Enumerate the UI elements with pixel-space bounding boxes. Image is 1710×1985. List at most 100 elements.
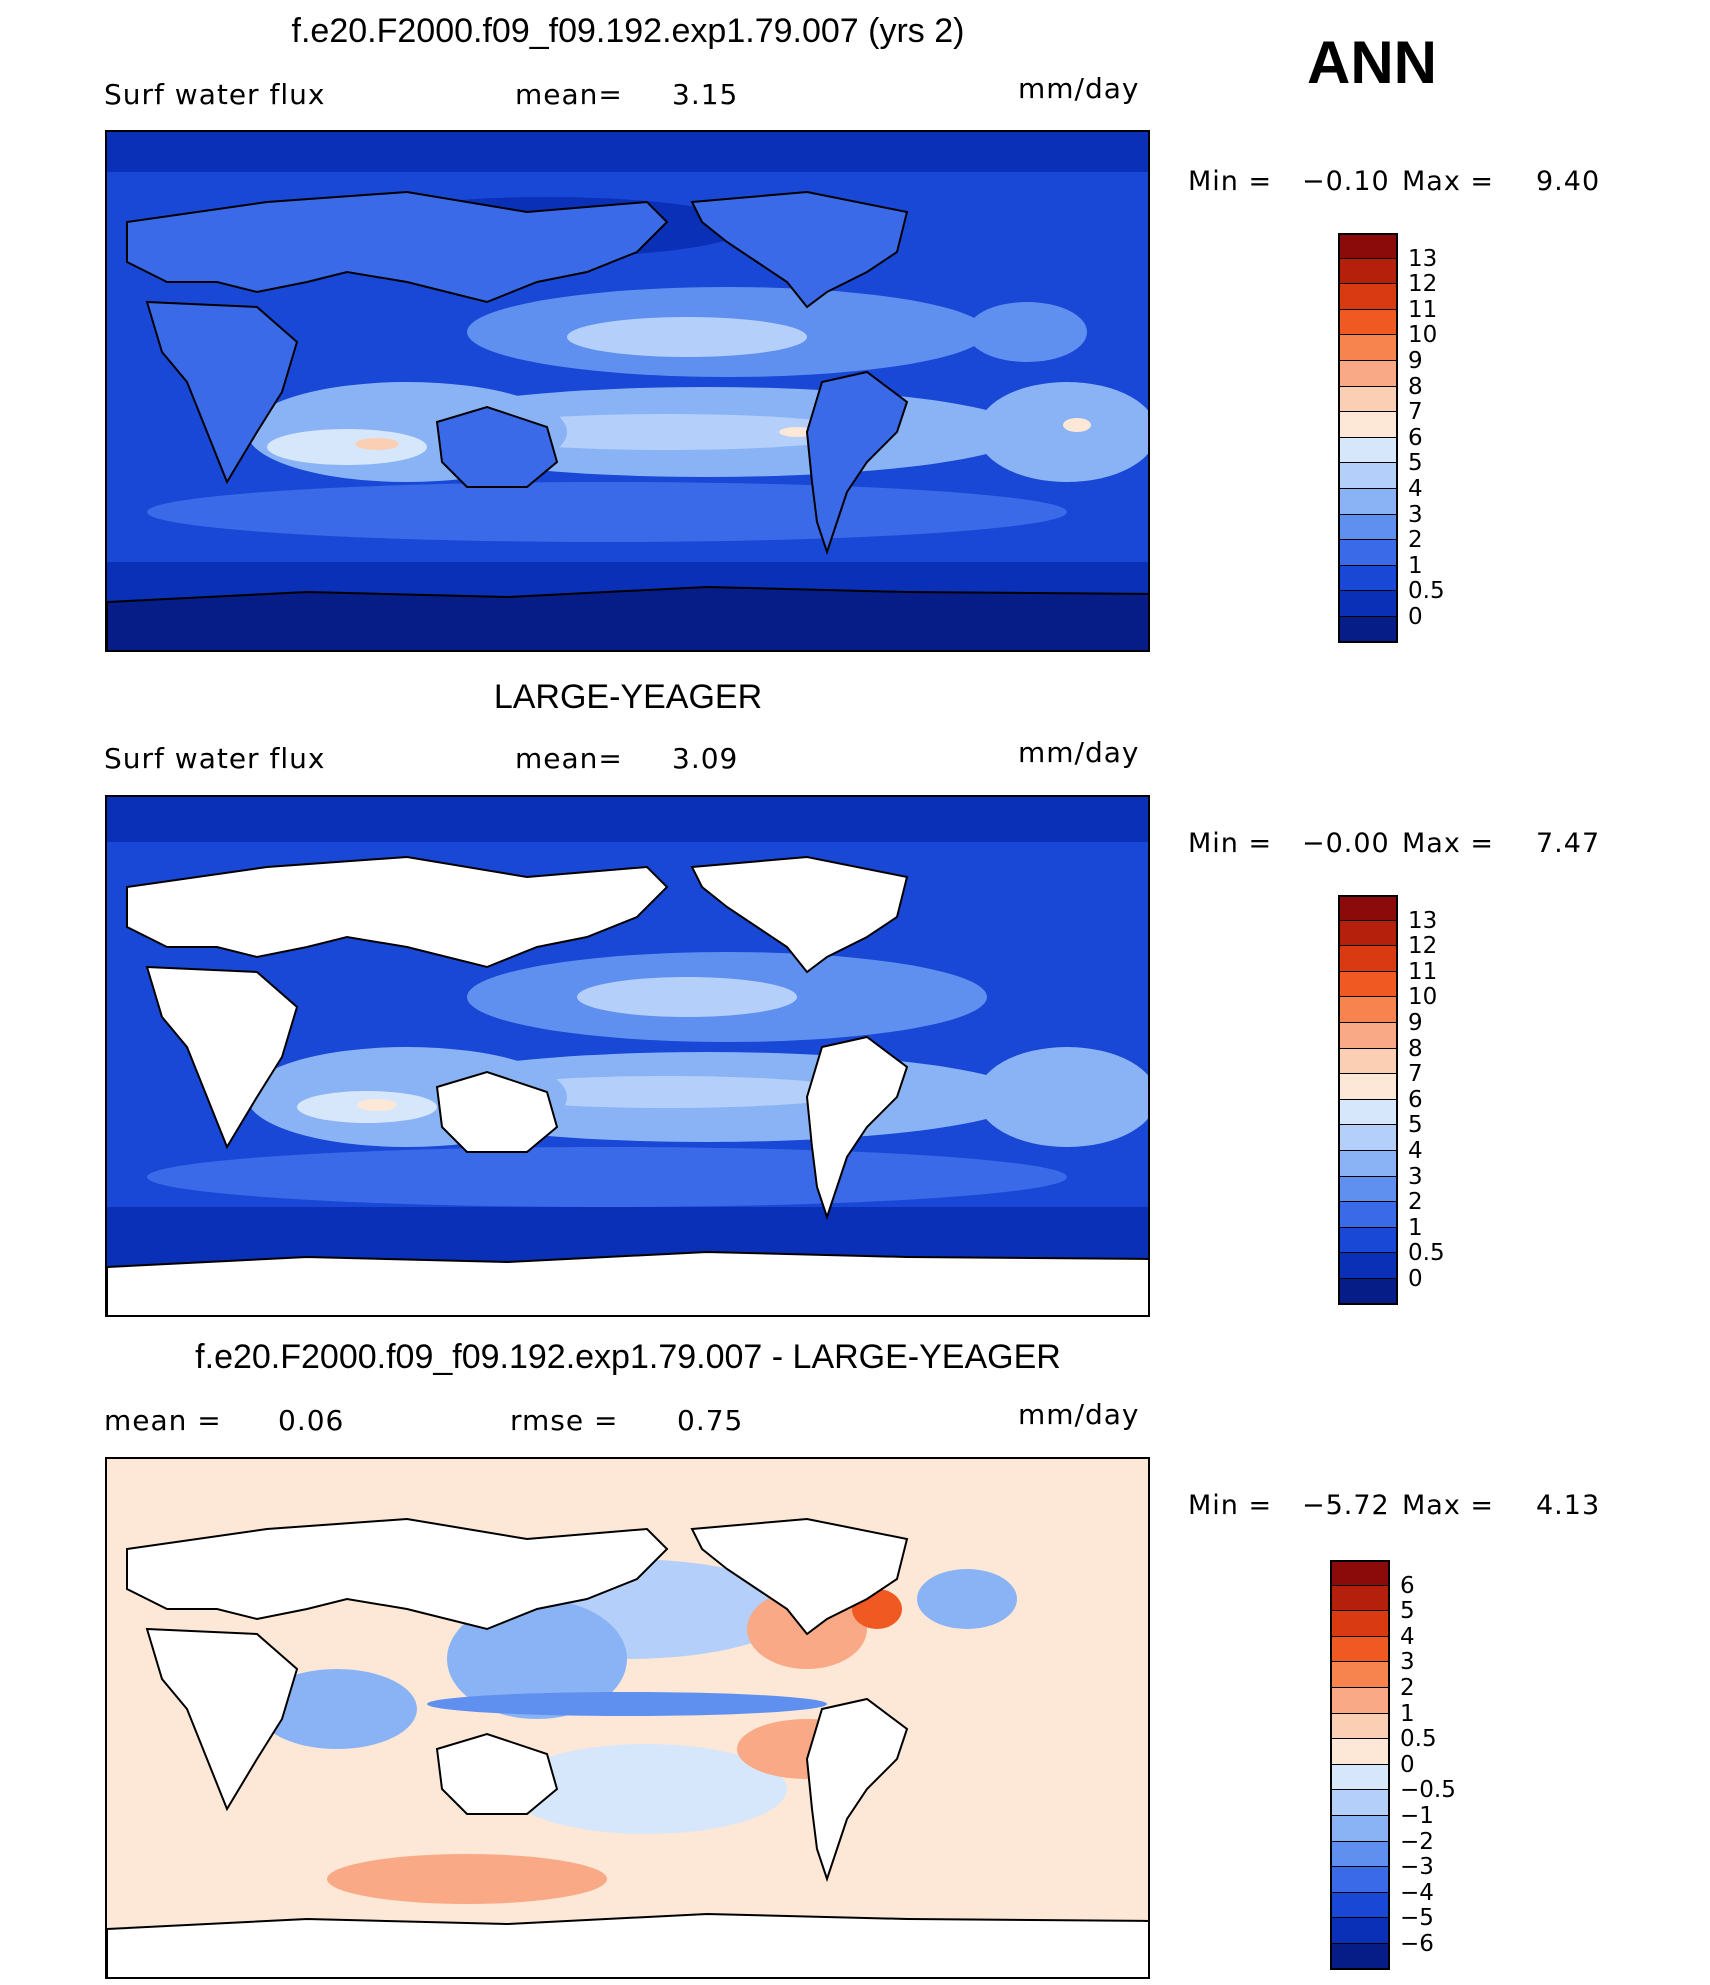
colorbar-swatch bbox=[1330, 1585, 1390, 1612]
panel-3-units: mm/day bbox=[1018, 1398, 1140, 1431]
panel-1-min-label: Min = bbox=[1188, 166, 1273, 197]
colorbar-tick-label: 2 bbox=[1408, 1189, 1423, 1216]
colorbar-swatch bbox=[1338, 412, 1398, 438]
colorbar-swatch bbox=[1338, 335, 1398, 361]
colorbar-swatch bbox=[1330, 1739, 1390, 1765]
panel-3-mean-label: mean = bbox=[104, 1404, 222, 1437]
panel-2-max-label: Max = bbox=[1402, 828, 1495, 859]
colorbar-swatch bbox=[1338, 437, 1398, 464]
colorbar-swatch bbox=[1330, 1611, 1390, 1637]
colorbar-swatch bbox=[1338, 1202, 1398, 1228]
colorbar-tick-label: −5 bbox=[1400, 1905, 1434, 1932]
season-label: ANN bbox=[1307, 29, 1437, 96]
colorbar-tick-label: 1 bbox=[1408, 552, 1423, 579]
panel-2-max-value: 7.47 bbox=[1536, 828, 1601, 859]
colorbar-tick-label: 4 bbox=[1408, 1138, 1423, 1164]
colorbar-tick-label: 0 bbox=[1400, 1751, 1415, 1778]
colorbar-swatch bbox=[1338, 1099, 1398, 1126]
colorbar-swatch bbox=[1338, 233, 1398, 259]
colorbar-swatch bbox=[1338, 386, 1398, 413]
colorbar-swatch bbox=[1330, 1867, 1390, 1893]
panel-3-map bbox=[105, 1457, 1150, 1979]
colorbar-tick-label: 8 bbox=[1408, 373, 1423, 400]
colorbar-tick-label: 5 bbox=[1408, 1112, 1423, 1139]
colorbar-tick-label: −0.5 bbox=[1400, 1777, 1456, 1804]
colorbar-swatch bbox=[1330, 1764, 1390, 1791]
colorbar-tick-label: 6 bbox=[1408, 1086, 1423, 1113]
colorbar-swatch bbox=[1338, 540, 1398, 566]
colorbar-swatch bbox=[1338, 997, 1398, 1023]
colorbar-tick-label: 10 bbox=[1408, 984, 1438, 1011]
panel-3-max-label: Max = bbox=[1402, 1490, 1495, 1521]
colorbar-tick-label: 5 bbox=[1408, 450, 1423, 477]
colorbar-tick-label: 3 bbox=[1408, 1163, 1423, 1190]
panel-2-units: mm/day bbox=[1018, 736, 1140, 769]
colorbar-swatch bbox=[1330, 1816, 1390, 1842]
colorbar-swatch bbox=[1330, 1892, 1390, 1919]
panel-2-min-value: −0.00 bbox=[1302, 828, 1390, 859]
colorbar-swatch bbox=[1338, 1125, 1398, 1151]
colorbar-swatch bbox=[1338, 1253, 1398, 1279]
colorbar-swatch bbox=[1338, 463, 1398, 489]
panel-1-map bbox=[105, 130, 1150, 652]
colorbar-swatch bbox=[1338, 1048, 1398, 1075]
colorbar-tick-label: 13 bbox=[1408, 245, 1438, 272]
panel-3-min-label: Min = bbox=[1188, 1490, 1273, 1521]
colorbar-tick-label: 1 bbox=[1408, 1214, 1423, 1241]
colorbar-tick-label: −2 bbox=[1400, 1828, 1434, 1855]
colorbar-tick-label: 4 bbox=[1400, 1623, 1415, 1650]
colorbar-tick-label: −1 bbox=[1400, 1803, 1434, 1829]
panel-3-title: f.e20.F2000.f09_f09.192.exp1.79.007 - LA… bbox=[195, 1338, 1061, 1376]
panel-1-min-value: −0.10 bbox=[1302, 166, 1390, 197]
colorbar-tick-label: −6 bbox=[1400, 1931, 1434, 1957]
colorbar-swatch bbox=[1338, 1227, 1398, 1254]
colorbar-tick-label: 12 bbox=[1408, 271, 1438, 298]
colorbar-tick-label: 8 bbox=[1408, 1035, 1423, 1062]
colorbar-tick-label: 0.5 bbox=[1400, 1726, 1437, 1753]
colorbar-tick-label: 0 bbox=[1408, 1266, 1423, 1292]
colorbar-tick-label: 9 bbox=[1408, 1010, 1423, 1036]
panel-2-map bbox=[105, 795, 1150, 1317]
colorbar-swatch bbox=[1338, 1074, 1398, 1100]
colorbar-tick-label: 0.5 bbox=[1408, 1240, 1445, 1267]
colorbar-tick-label: −4 bbox=[1400, 1879, 1434, 1906]
panel-1-max-label: Max = bbox=[1402, 166, 1495, 197]
colorbar-swatch bbox=[1338, 971, 1398, 998]
colorbar-swatch bbox=[1338, 617, 1398, 643]
colorbar-tick-label: 11 bbox=[1408, 958, 1438, 985]
colorbar-tick-label: 3 bbox=[1408, 501, 1423, 528]
colorbar-swatch bbox=[1338, 1279, 1398, 1305]
colorbar-swatch bbox=[1338, 565, 1398, 592]
colorbar-swatch bbox=[1330, 1841, 1390, 1868]
colorbar-tick-label: 6 bbox=[1400, 1572, 1415, 1599]
panel-2-mean-value: 3.09 bbox=[672, 742, 739, 775]
colorbar-swatch bbox=[1338, 514, 1398, 541]
colorbar-tick-label: 11 bbox=[1408, 296, 1438, 323]
panel-2-min-label: Min = bbox=[1188, 828, 1273, 859]
panel-3-rmse-value: 0.75 bbox=[677, 1404, 744, 1437]
colorbar-tick-label: 10 bbox=[1408, 322, 1438, 349]
colorbar-swatch bbox=[1330, 1560, 1390, 1586]
colorbar-swatch bbox=[1338, 895, 1398, 921]
panel-1-max-value: 9.40 bbox=[1536, 166, 1601, 197]
panel-1-units: mm/day bbox=[1018, 72, 1140, 105]
colorbar-swatch bbox=[1338, 1151, 1398, 1177]
colorbar-swatch bbox=[1338, 284, 1398, 310]
colorbar-swatch bbox=[1330, 1713, 1390, 1740]
colorbar-tick-label: 6 bbox=[1408, 424, 1423, 451]
colorbar-tick-label: 3 bbox=[1400, 1649, 1415, 1676]
colorbar-swatch bbox=[1338, 309, 1398, 336]
colorbar-swatch bbox=[1338, 258, 1398, 285]
panel-3-max-value: 4.13 bbox=[1536, 1490, 1601, 1521]
colorbar-swatch bbox=[1338, 591, 1398, 617]
colorbar-tick-label: 0.5 bbox=[1408, 578, 1445, 605]
colorbar-swatch bbox=[1330, 1944, 1390, 1970]
colorbar-tick-label: 5 bbox=[1400, 1598, 1415, 1625]
colorbar-tick-label: 4 bbox=[1408, 476, 1423, 502]
panel-3-rmse-label: rmse = bbox=[510, 1404, 619, 1437]
colorbar-swatch bbox=[1338, 1176, 1398, 1203]
colorbar-tick-label: −3 bbox=[1400, 1854, 1434, 1881]
colorbar-tick-label: 7 bbox=[1408, 399, 1423, 426]
colorbar-swatch bbox=[1338, 1023, 1398, 1049]
colorbar-tick-label: 2 bbox=[1408, 527, 1423, 554]
